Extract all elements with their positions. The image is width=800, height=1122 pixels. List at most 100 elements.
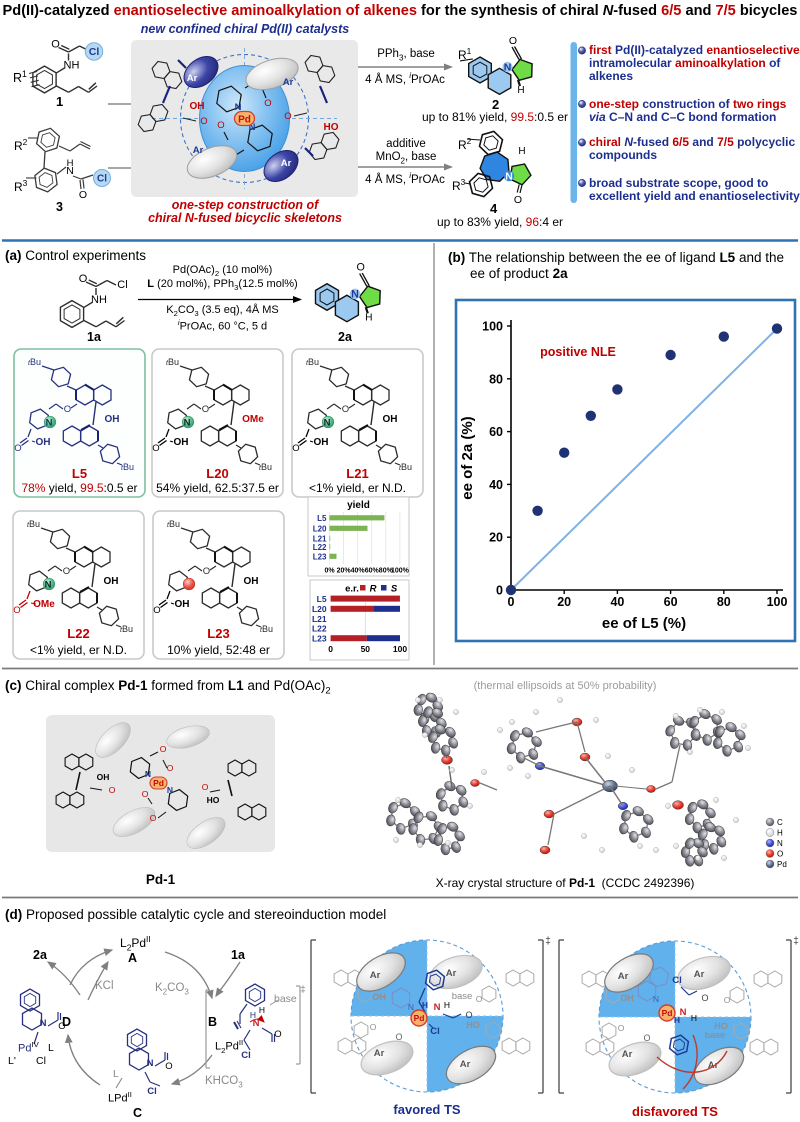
svg-text:tBu: tBu <box>166 357 179 367</box>
svg-text:OMe: OMe <box>242 414 264 425</box>
svg-text:60%: 60% <box>365 568 380 575</box>
svg-text:OH: OH <box>314 437 329 448</box>
svg-text:L23: L23 <box>313 553 327 562</box>
svg-text:Ar: Ar <box>446 968 457 979</box>
svg-text:L23: L23 <box>312 634 327 644</box>
svg-text:O: O <box>264 98 271 109</box>
svg-text:O: O <box>63 566 70 577</box>
svg-text:L21: L21 <box>312 614 327 624</box>
svg-text:H: H <box>674 1015 680 1025</box>
svg-text:N: N <box>249 122 256 133</box>
svg-text:HO: HO <box>714 1021 728 1031</box>
svg-text:L22: L22 <box>313 543 327 552</box>
svg-text:O: O <box>342 404 349 415</box>
svg-text:O: O <box>203 566 210 577</box>
svg-text:base: base <box>452 991 473 1002</box>
svg-text:Ar: Ar <box>281 158 292 169</box>
svg-text:H: H <box>422 1000 428 1010</box>
svg-text:tBu: tBu <box>28 357 41 367</box>
svg-text:80: 80 <box>489 372 503 386</box>
svg-text:20%: 20% <box>337 568 352 575</box>
svg-text:Ar: Ar <box>187 73 198 84</box>
svg-text:tBu: tBu <box>27 519 40 529</box>
svg-text:positive NLE: positive NLE <box>540 345 616 359</box>
svg-text:20: 20 <box>489 531 503 545</box>
svg-text:Pd: Pd <box>777 860 787 869</box>
svg-text:‡: ‡ <box>545 936 551 947</box>
svg-text:40%: 40% <box>351 568 366 575</box>
svg-text:O: O <box>724 995 731 1005</box>
svg-text:N: N <box>40 1018 47 1029</box>
svg-text:Cl: Cl <box>97 174 107 185</box>
svg-text:O: O <box>465 1010 472 1020</box>
svg-text:O: O <box>14 443 21 454</box>
svg-text:Cl: Cl <box>117 279 127 291</box>
svg-text:‡: ‡ <box>300 984 305 994</box>
svg-text:O: O <box>514 194 522 206</box>
svg-text:O: O <box>777 850 783 859</box>
svg-text:H: H <box>691 1013 697 1023</box>
svg-text:0: 0 <box>496 584 503 598</box>
svg-text:H: H <box>517 85 524 96</box>
svg-text:N: N <box>680 1007 687 1018</box>
svg-text:O: O <box>153 605 160 616</box>
svg-text:Pd: Pd <box>238 115 251 126</box>
svg-text:O: O <box>370 1022 377 1032</box>
svg-text:OH: OH <box>97 772 110 782</box>
svg-text:0: 0 <box>508 595 515 609</box>
svg-text:e.r.: e.r. <box>345 584 359 595</box>
svg-text:Ar: Ar <box>460 1059 471 1070</box>
svg-text:OH: OH <box>105 414 120 425</box>
svg-text:O: O <box>200 116 207 127</box>
svg-text:OMe: OMe <box>33 599 55 610</box>
svg-text:60: 60 <box>664 595 678 609</box>
svg-text:Cl: Cl <box>430 1026 440 1037</box>
svg-text:Ar: Ar <box>283 77 294 88</box>
svg-text:Ar: Ar <box>622 1049 633 1060</box>
svg-text:L22: L22 <box>312 623 327 633</box>
svg-text:OH: OH <box>383 414 398 425</box>
svg-text:tBu: tBu <box>260 624 273 634</box>
svg-text:N: N <box>184 418 191 429</box>
svg-text:O: O <box>160 744 167 754</box>
svg-text:OH: OH <box>372 992 386 1002</box>
svg-text:tBu: tBu <box>120 624 133 634</box>
svg-text:tBu: tBu <box>399 462 412 472</box>
svg-text:O: O <box>356 261 364 273</box>
svg-text:100: 100 <box>393 644 407 654</box>
svg-text:H: H <box>67 158 74 169</box>
svg-text:L5: L5 <box>317 514 327 523</box>
svg-text:tBu: tBu <box>121 462 134 472</box>
svg-text:O: O <box>701 993 708 1003</box>
svg-text:O: O <box>284 111 291 122</box>
svg-text:Ar: Ar <box>708 1060 719 1071</box>
svg-text:Pd: Pd <box>662 1008 673 1018</box>
svg-text:ee of 2a (%): ee of 2a (%) <box>459 416 476 499</box>
svg-text:O: O <box>167 763 174 773</box>
svg-text:N: N <box>351 289 359 301</box>
svg-text:OH: OH <box>244 576 259 587</box>
svg-text:OH: OH <box>174 437 189 448</box>
svg-text:N: N <box>408 1002 414 1012</box>
svg-text:tBu: tBu <box>306 357 319 367</box>
svg-text:100%: 100% <box>391 568 410 575</box>
svg-text:base: base <box>705 1030 726 1041</box>
svg-text:Cl: Cl <box>147 1086 157 1097</box>
svg-text:HO: HO <box>466 1020 480 1030</box>
svg-text:N: N <box>324 418 331 429</box>
svg-text:H: H <box>259 1005 265 1015</box>
svg-text:100: 100 <box>767 595 788 609</box>
svg-text:40: 40 <box>610 595 624 609</box>
svg-text:N: N <box>653 994 659 1004</box>
svg-text:H: H <box>777 829 783 838</box>
svg-text:100: 100 <box>482 320 503 334</box>
svg-text:Ar: Ar <box>374 1048 385 1059</box>
svg-text:Ar: Ar <box>694 969 705 980</box>
svg-text:OH: OH <box>36 437 51 448</box>
svg-text:80%: 80% <box>379 568 394 575</box>
svg-text:40: 40 <box>489 478 503 492</box>
svg-text:HO: HO <box>207 795 220 805</box>
svg-text:OH: OH <box>620 993 634 1003</box>
svg-text:N: N <box>434 1002 441 1013</box>
svg-text:R: R <box>370 584 377 595</box>
